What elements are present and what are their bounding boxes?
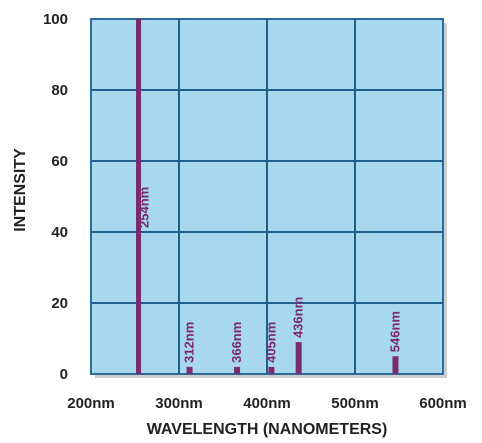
x-axis-ticks: 200nm 300nm 400nm 500nm 600nm xyxy=(67,395,467,412)
x-tick-label: 500nm xyxy=(331,395,379,412)
y-tick-label: 60 xyxy=(51,153,68,170)
y-tick-label: 100 xyxy=(43,11,68,28)
x-tick-label: 200nm xyxy=(67,395,115,412)
y-tick-label: 0 xyxy=(60,366,68,383)
y-tick-label: 20 xyxy=(51,295,68,312)
y-axis-ticks: 0 20 40 60 80 100 xyxy=(43,11,68,383)
bar-labels: 254nm 312nm 366nm 405nm 436nm 546nm xyxy=(137,187,403,363)
bar-label: 436nm xyxy=(291,297,306,338)
bar-366nm xyxy=(234,366,241,374)
bar-label: 254nm xyxy=(137,187,152,228)
bar-405nm xyxy=(268,366,275,374)
x-tick-label: 600nm xyxy=(419,395,467,412)
y-tick-label: 40 xyxy=(51,224,68,241)
x-tick-label: 300nm xyxy=(155,395,203,412)
grid-lines xyxy=(91,19,443,374)
x-axis-title: WAVELENGTH (NANOMETERS) xyxy=(147,421,388,438)
x-tick-label: 400nm xyxy=(243,395,291,412)
bar-254nm xyxy=(136,19,142,374)
bar-label: 366nm xyxy=(229,322,244,363)
bar-label: 546nm xyxy=(387,311,402,352)
bar-label: 405nm xyxy=(263,322,278,363)
bars xyxy=(136,19,399,374)
y-axis-title: INTENSITY xyxy=(12,148,29,232)
y-tick-label: 80 xyxy=(51,82,68,99)
bar-436nm xyxy=(295,342,302,374)
bar-label: 312nm xyxy=(182,322,197,363)
bar-546nm xyxy=(392,356,399,374)
bar-312nm xyxy=(186,366,193,374)
